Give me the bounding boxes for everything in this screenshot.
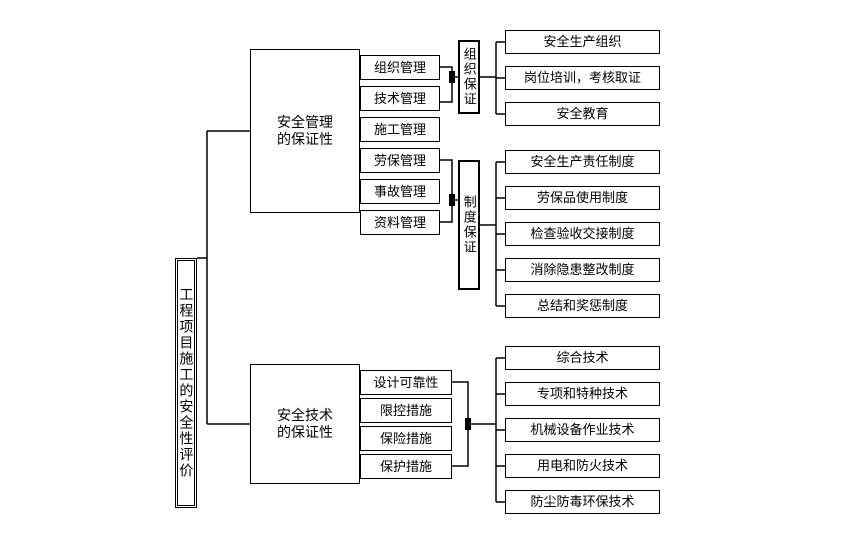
l3-label: 安全教育 xyxy=(556,106,608,122)
branch-safety-tech: 安全技术 的保证性 xyxy=(250,364,360,484)
root-node: 工程项目施工的安全性评价 xyxy=(175,258,197,508)
b1-label: 安全管理 的保证性 xyxy=(277,114,333,148)
b2c1: 设计可靠性 xyxy=(360,370,452,395)
leaf-l3: 安全教育 xyxy=(505,102,660,126)
leaf-r3: 机械设备作业技术 xyxy=(505,418,660,442)
leaf-l5: 劳保品使用制度 xyxy=(505,186,660,210)
g1-label: 组织保证 xyxy=(461,47,477,107)
r2-label: 专项和特种技术 xyxy=(537,386,628,402)
b1c5-label: 事故管理 xyxy=(374,184,426,200)
b2c3-label: 保险措施 xyxy=(380,431,432,447)
b2-label: 安全技术 的保证性 xyxy=(277,407,333,441)
b1c2-label: 技术管理 xyxy=(374,91,426,107)
b2c2-label: 限控措施 xyxy=(380,403,432,419)
l8-label: 总结和奖惩制度 xyxy=(537,298,628,314)
leaf-l1: 安全生产组织 xyxy=(505,30,660,54)
leaf-r5: 防尘防毒环保技术 xyxy=(505,490,660,514)
group-org-guarantee: 组织保证 xyxy=(458,40,480,114)
b2c1-label: 设计可靠性 xyxy=(373,375,438,391)
b1c4-label: 劳保管理 xyxy=(374,153,426,169)
l6-label: 检查验收交接制度 xyxy=(530,226,634,242)
leaf-r1: 综合技术 xyxy=(505,346,660,370)
b1c2: 技术管理 xyxy=(360,86,440,111)
r4-label: 用电和防火技术 xyxy=(537,458,628,474)
l2-label: 岗位培训，考核取证 xyxy=(524,70,641,86)
b1c1: 组织管理 xyxy=(360,55,440,80)
b2c2: 限控措施 xyxy=(360,398,452,423)
b2c4-label: 保护措施 xyxy=(380,459,432,475)
g2-label: 制度保证 xyxy=(461,195,477,255)
r1-label: 综合技术 xyxy=(556,350,608,366)
l7-label: 消除隐患整改制度 xyxy=(530,262,634,278)
b1c6-label: 资料管理 xyxy=(374,215,426,231)
r3-label: 机械设备作业技术 xyxy=(530,422,634,438)
b1c1-label: 组织管理 xyxy=(374,60,426,76)
b2c4: 保护措施 xyxy=(360,454,452,479)
b1c6: 资料管理 xyxy=(360,210,440,235)
leaf-l8: 总结和奖惩制度 xyxy=(505,294,660,318)
b1c4: 劳保管理 xyxy=(360,148,440,173)
b1c5: 事故管理 xyxy=(360,179,440,204)
branch-safety-mgmt: 安全管理 的保证性 xyxy=(250,49,360,213)
b1c3: 施工管理 xyxy=(360,117,440,142)
leaf-r4: 用电和防火技术 xyxy=(505,454,660,478)
l5-label: 劳保品使用制度 xyxy=(537,190,628,206)
b2c3: 保险措施 xyxy=(360,426,452,451)
l4-label: 安全生产责任制度 xyxy=(530,154,634,170)
root-label: 工程项目施工的安全性评价 xyxy=(178,287,195,479)
group-system-guarantee: 制度保证 xyxy=(458,160,480,290)
b1c3-label: 施工管理 xyxy=(374,122,426,138)
leaf-l6: 检查验收交接制度 xyxy=(505,222,660,246)
l1-label: 安全生产组织 xyxy=(543,34,621,50)
leaf-l2: 岗位培训，考核取证 xyxy=(505,66,660,90)
r5-label: 防尘防毒环保技术 xyxy=(530,494,634,510)
leaf-l4: 安全生产责任制度 xyxy=(505,150,660,174)
leaf-r2: 专项和特种技术 xyxy=(505,382,660,406)
leaf-l7: 消除隐患整改制度 xyxy=(505,258,660,282)
